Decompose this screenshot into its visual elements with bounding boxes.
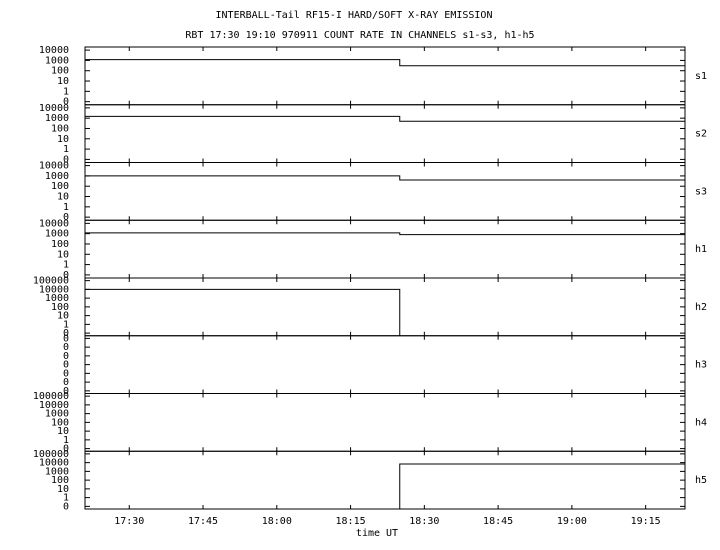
y-tick-label: 1000 — [45, 293, 69, 304]
y-tick-label: 10000 — [39, 400, 69, 411]
data-line — [85, 175, 685, 181]
y-tick-label: 0 — [63, 328, 69, 339]
y-tick-label: 0 — [63, 333, 69, 344]
y-tick-label: 0 — [63, 342, 69, 353]
y-tick-label: 100 — [51, 181, 69, 192]
chart-title: INTERBALL-Tail RF15-I HARD/SOFT X-RAY EM… — [216, 10, 493, 21]
data-line — [399, 463, 685, 509]
y-tick-label: 0 — [63, 377, 69, 388]
x-tick-label: 17:30 — [114, 516, 144, 527]
y-tick-label: 1000 — [45, 409, 69, 420]
x-tick-label: 19:15 — [631, 516, 661, 527]
y-tick-label: 0 — [63, 270, 69, 281]
y-tick-label: 0 — [63, 212, 69, 223]
panel-frame — [84, 46, 686, 106]
y-tick-label: 1 — [63, 144, 69, 155]
y-tick-label: 10 — [57, 76, 69, 87]
y-tick-label: 1 — [63, 319, 69, 330]
x-tick-label: 18:00 — [262, 516, 292, 527]
channel-label: h1 — [695, 244, 707, 255]
y-tick-label: 100000 — [33, 276, 69, 287]
x-axis-label: time UT — [356, 528, 398, 539]
y-tick-label: 1000 — [45, 55, 69, 66]
x-tick-label: 18:30 — [409, 516, 439, 527]
y-tick-label: 100 — [51, 66, 69, 77]
y-tick-label: 0 — [63, 97, 69, 108]
y-tick-label: 100 — [51, 475, 69, 486]
panel-frame — [84, 104, 686, 163]
channel-label: h5 — [695, 475, 707, 486]
y-tick-label: 1 — [63, 493, 69, 504]
y-tick-label: 100000 — [33, 391, 69, 402]
y-tick-label: 10000 — [39, 284, 69, 295]
y-tick-label: 10000 — [39, 458, 69, 469]
y-tick-label: 10000 — [39, 161, 69, 172]
panel-frame — [84, 277, 686, 337]
x-tick-label: 18:15 — [336, 516, 366, 527]
y-tick-label: 100 — [51, 417, 69, 428]
y-tick-label: 1 — [63, 260, 69, 271]
y-tick-label: 10 — [57, 249, 69, 260]
channel-label: h2 — [695, 302, 707, 313]
y-tick-label: 0 — [63, 368, 69, 379]
y-tick-label: 1 — [63, 86, 69, 97]
y-tick-label: 1000 — [45, 229, 69, 240]
y-tick-label: 1 — [63, 202, 69, 213]
y-tick-label: 100 — [51, 123, 69, 134]
x-tick-label: 17:45 — [188, 516, 218, 527]
panel-frame — [84, 219, 686, 279]
y-tick-label: 1000 — [45, 113, 69, 124]
y-tick-label: 0 — [63, 351, 69, 362]
panel-frame — [84, 162, 686, 221]
y-tick-label: 10000 — [39, 218, 69, 229]
panel-frame — [84, 393, 686, 452]
y-tick-label: 1 — [63, 435, 69, 446]
data-line — [85, 288, 401, 336]
y-tick-label: 0 — [63, 154, 69, 165]
channel-label: s1 — [695, 71, 707, 82]
y-tick-label: 0 — [63, 360, 69, 371]
y-tick-label: 10 — [57, 484, 69, 495]
channel-label: s3 — [695, 186, 707, 197]
y-tick-label: 10 — [57, 311, 69, 322]
data-line — [85, 115, 685, 122]
data-line — [85, 232, 685, 236]
channel-label: h3 — [695, 360, 707, 371]
y-tick-label: 10 — [57, 426, 69, 437]
x-tick-label: 19:00 — [557, 516, 587, 527]
y-tick-label: 0 — [63, 444, 69, 455]
y-tick-label: 0 — [63, 501, 69, 512]
y-tick-label: 100000 — [33, 449, 69, 460]
y-tick-label: 0 — [63, 386, 69, 397]
chart-subtitle: RBT 17:30 19:10 970911 COUNT RATE IN CHA… — [185, 30, 534, 41]
panel-frame — [84, 335, 686, 394]
y-tick-label: 10 — [57, 134, 69, 145]
channel-label: s2 — [695, 129, 707, 140]
y-tick-label: 10000 — [39, 103, 69, 114]
y-tick-label: 1000 — [45, 171, 69, 182]
y-tick-label: 100 — [51, 239, 69, 250]
x-tick-label: 18:45 — [483, 516, 513, 527]
data-line — [85, 59, 685, 67]
panel-frame — [84, 450, 686, 510]
y-tick-label: 100 — [51, 302, 69, 313]
y-tick-label: 1000 — [45, 466, 69, 477]
y-tick-label: 10000 — [39, 45, 69, 56]
channel-label: h4 — [695, 417, 707, 428]
y-tick-label: 10 — [57, 192, 69, 203]
